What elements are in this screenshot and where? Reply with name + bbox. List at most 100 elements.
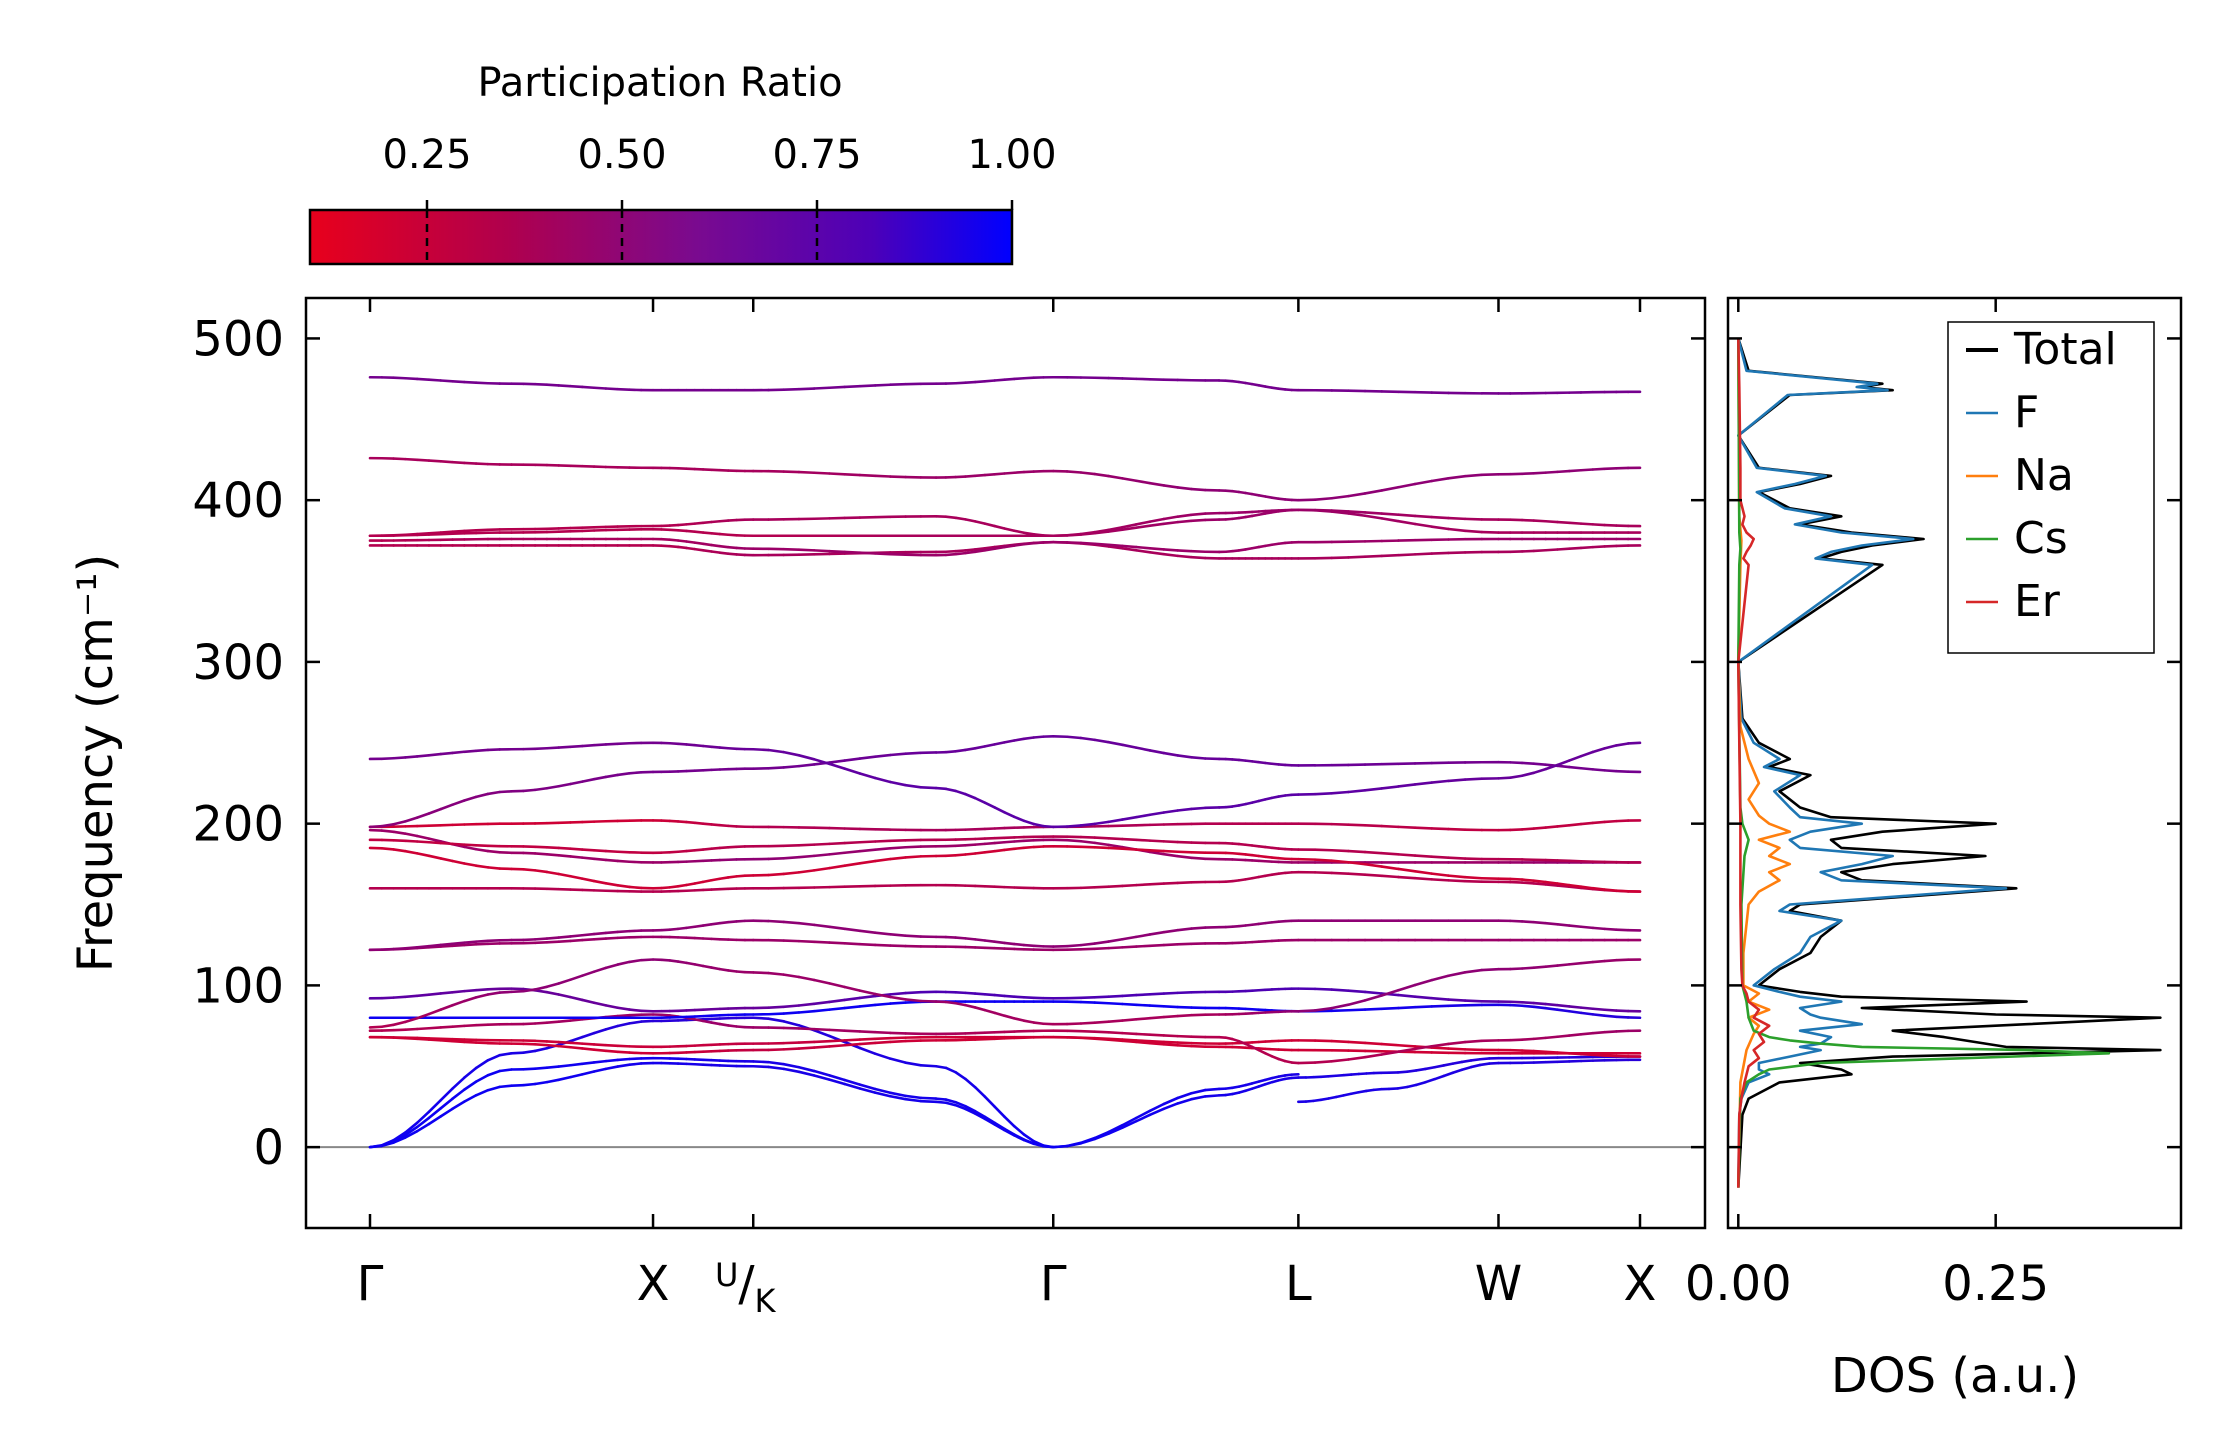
- band-segment: [797, 1070, 816, 1077]
- band-segment: [1363, 514, 1384, 520]
- band-segment: [1347, 989, 1367, 994]
- band-segment: [828, 1028, 846, 1032]
- band-segment: [1079, 839, 1097, 845]
- band-segment: [1520, 518, 1536, 522]
- band-segment: [474, 843, 490, 848]
- band-segment: [1162, 928, 1179, 934]
- band-segment: [522, 988, 537, 993]
- band-segment: [1003, 527, 1016, 533]
- band-segment: [557, 384, 572, 388]
- band-band-130: [368, 919, 1642, 952]
- band-segment: [1380, 1006, 1400, 1011]
- band-segment: [735, 919, 747, 923]
- band-segment: [904, 845, 923, 849]
- band-segment: [1079, 947, 1097, 951]
- band-segment: [592, 937, 608, 941]
- band-segment: [616, 960, 631, 966]
- band-segment: [993, 1121, 1006, 1131]
- band-segment: [592, 849, 608, 853]
- band-segment: [873, 1002, 892, 1007]
- band-segment: [463, 461, 478, 465]
- band-segment: [993, 524, 1006, 530]
- band-segment: [451, 1100, 466, 1111]
- band-segment: [415, 1110, 431, 1125]
- band-segment: [1148, 1107, 1166, 1117]
- band-segment: [1121, 945, 1138, 949]
- band-segment: [1520, 966, 1536, 970]
- band-segment: [1313, 508, 1334, 512]
- band-segment: [718, 1022, 730, 1027]
- band-segment: [1330, 556, 1350, 560]
- band-segment: [404, 1016, 419, 1024]
- band-segment: [1176, 1005, 1193, 1009]
- band-segment: [580, 856, 596, 861]
- band-segment: [545, 990, 560, 996]
- band-segment: [1162, 1034, 1179, 1038]
- band-segment: [828, 1078, 846, 1086]
- band-segment: [415, 993, 431, 998]
- band-segment: [533, 1043, 549, 1047]
- band-segment: [858, 1087, 877, 1094]
- band-segment: [522, 1067, 537, 1071]
- band-segment: [1148, 546, 1166, 551]
- legend-label: Total: [2013, 324, 2117, 375]
- band-segment: [993, 993, 1006, 998]
- band-segment: [1615, 889, 1630, 893]
- band-segment: [1003, 847, 1016, 852]
- band-segment: [557, 872, 572, 878]
- band-segment: [1544, 1050, 1559, 1054]
- band-segment: [944, 1101, 957, 1107]
- band-segment: [812, 1027, 831, 1032]
- band-segment: [1380, 865, 1400, 871]
- band-segment: [1134, 545, 1152, 550]
- band-segment: [1012, 995, 1026, 999]
- band-segment: [767, 1065, 786, 1071]
- band-segment: [1022, 470, 1036, 474]
- band-segment: [545, 1020, 560, 1024]
- band-segment: [1176, 1034, 1193, 1038]
- band-segment: [580, 1047, 596, 1051]
- band-segment: [1162, 751, 1179, 757]
- band-segment: [1176, 942, 1193, 946]
- band-segment: [973, 520, 987, 525]
- band-segment: [1121, 1038, 1138, 1042]
- band-segment: [463, 1023, 478, 1028]
- band-segment: [873, 943, 892, 947]
- band-segment: [1363, 824, 1384, 828]
- band-segment: [828, 925, 846, 931]
- band-segment: [1093, 542, 1110, 547]
- band-segment: [701, 520, 713, 525]
- band-segment: [1176, 1041, 1193, 1045]
- band-segment: [1430, 1042, 1450, 1048]
- band-segment: [904, 1061, 923, 1067]
- band-segment: [1556, 923, 1571, 927]
- band-segment: [676, 926, 688, 931]
- band-segment: [1121, 1031, 1138, 1036]
- band-segment: [1162, 520, 1179, 526]
- band-segment: [1176, 840, 1193, 844]
- band-segment: [767, 856, 786, 861]
- band-segment: [812, 853, 831, 858]
- band-segment: [1567, 765, 1583, 770]
- band-segment: [1544, 470, 1559, 474]
- band-segment: [751, 1016, 770, 1020]
- colorbar-tick-label: 0.25: [382, 132, 471, 178]
- band-segment: [628, 860, 643, 864]
- band-segment: [1148, 839, 1166, 843]
- band-segment: [1012, 1017, 1026, 1022]
- band-segment: [944, 1066, 957, 1074]
- band-segment: [1347, 1008, 1367, 1012]
- band-segment: [569, 1062, 584, 1067]
- band-segment: [474, 1088, 490, 1097]
- y-tick-label: 300: [192, 635, 284, 691]
- band-segment: [812, 1045, 831, 1049]
- band-segment: [1579, 885, 1595, 890]
- band-segment: [718, 823, 730, 828]
- band-segment: [1134, 479, 1152, 485]
- band-segment: [954, 381, 967, 385]
- band-segment: [889, 1091, 907, 1098]
- band-segment: [1347, 555, 1367, 559]
- band-segment: [463, 1080, 478, 1091]
- band-segment: [812, 978, 831, 985]
- band-segment: [1313, 848, 1334, 852]
